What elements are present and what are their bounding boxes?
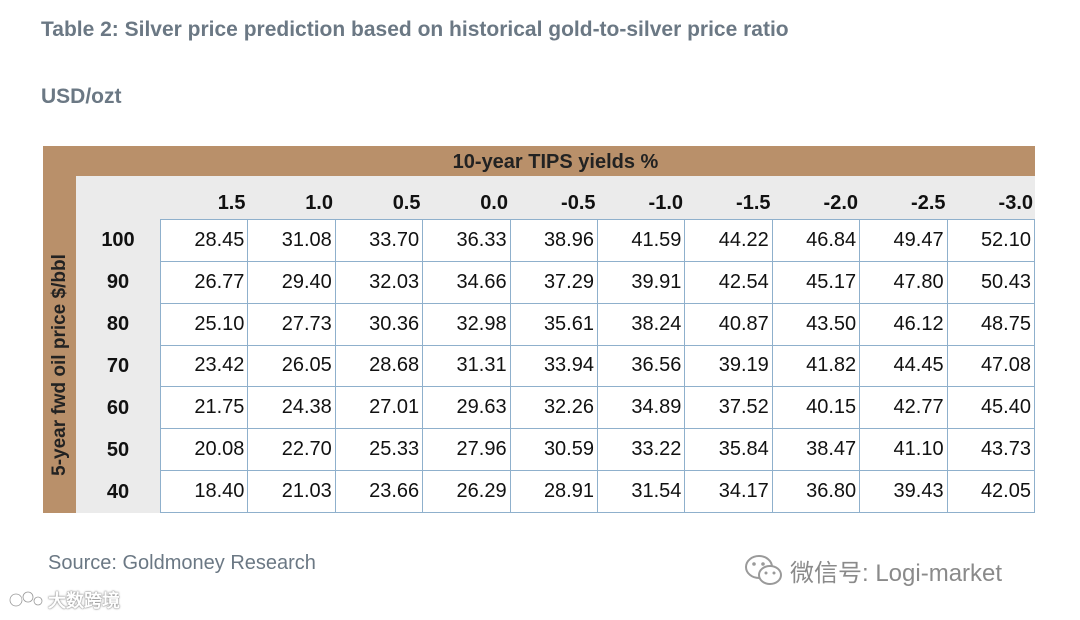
- table-cell: 34.89: [598, 387, 686, 430]
- table-cell: 25.33: [335, 429, 424, 472]
- row-header: 40: [106, 481, 130, 503]
- table-cell: 33.22: [598, 429, 686, 472]
- table-cell: 32.03: [335, 261, 424, 304]
- table-cell: 28.45: [161, 220, 249, 262]
- row-header: 90: [106, 271, 130, 293]
- table-cell: 18.40: [161, 471, 249, 513]
- table-cell: 25.10: [161, 303, 249, 346]
- brand-logo-icon: [8, 590, 44, 608]
- column-header: -0.5: [561, 192, 596, 214]
- table-cell: 39.43: [860, 471, 948, 513]
- table-cell: 30.36: [335, 303, 424, 346]
- table-cell: 29.40: [248, 261, 336, 304]
- table-cell: 48.75: [947, 303, 1035, 346]
- table-cell: 52.10: [947, 220, 1035, 262]
- table-cell: 38.96: [510, 220, 598, 262]
- table-cell: 31.08: [248, 220, 336, 262]
- table-cell: 40.15: [772, 387, 861, 430]
- column-header: 1.5: [217, 192, 246, 214]
- table-cell: 33.70: [335, 220, 424, 262]
- table-cell: 44.22: [685, 220, 773, 262]
- wechat-text: 微信号: Logi-market: [790, 560, 1003, 587]
- table-cell: 28.91: [510, 471, 598, 513]
- column-axis-label: 10-year TIPS yields %: [452, 151, 659, 173]
- table-cell: 33.94: [510, 345, 598, 388]
- brand-watermark: 大数跨境: [8, 587, 120, 613]
- table-cell: 43.50: [772, 303, 861, 346]
- column-header: 0.0: [480, 192, 508, 214]
- table-cell: 41.82: [772, 345, 861, 388]
- table-cell: 45.40: [947, 387, 1035, 430]
- data-grid: 28.45 31.08 33.70 36.33 38.96 41.59 44.22 46.84…: [160, 219, 1035, 513]
- table-cell: 39.91: [598, 261, 686, 304]
- table-cell: 49.47: [860, 220, 948, 262]
- table-cell: 20.08: [161, 429, 249, 472]
- table-cell: 21.03: [248, 471, 336, 513]
- row-header: 70: [106, 355, 130, 377]
- table-cell: 42.05: [947, 471, 1035, 513]
- table-cell: 38.47: [772, 429, 861, 472]
- wechat-icon: [745, 554, 782, 585]
- table-cell: 46.12: [860, 303, 948, 346]
- table-cell: 26.77: [161, 261, 249, 304]
- table-cell: 35.61: [510, 303, 598, 346]
- table-cell: 34.17: [685, 471, 773, 513]
- table-cell: 23.66: [335, 471, 424, 513]
- table-cell: 47.80: [860, 261, 948, 304]
- column-header: -1.0: [648, 192, 683, 214]
- row-header: 100: [101, 229, 135, 251]
- column-header: 1.0: [305, 192, 333, 214]
- row-header: 60: [106, 397, 130, 419]
- table-cell: 35.84: [685, 429, 773, 472]
- unit-label: USD/ozt: [41, 85, 122, 108]
- table-cell: 36.33: [423, 220, 511, 262]
- table-cell: 40.87: [685, 303, 773, 346]
- row-header: 50: [106, 439, 130, 461]
- table-cell: 47.08: [947, 345, 1035, 388]
- table-cell: 31.31: [423, 345, 511, 388]
- table-cell: 31.54: [598, 471, 686, 513]
- table-cell: 29.63: [423, 387, 511, 430]
- table-cell: 26.05: [248, 345, 336, 388]
- row-axis-label: 5-year fwd oil price $/bbl: [49, 254, 70, 476]
- table-cell: 27.01: [335, 387, 424, 430]
- table-cell: 37.52: [685, 387, 773, 430]
- table-cell: 22.70: [248, 429, 336, 472]
- table-cell: 36.56: [598, 345, 686, 388]
- table-cell: 42.77: [860, 387, 948, 430]
- table-cell: 36.80: [772, 471, 861, 513]
- table-cell: 38.24: [598, 303, 686, 346]
- table-cell: 41.10: [860, 429, 948, 472]
- column-header: -2.5: [911, 192, 946, 214]
- column-header: -1.5: [736, 192, 771, 214]
- table-cell: 42.54: [685, 261, 773, 304]
- table-cell: 27.96: [423, 429, 511, 472]
- table-cell: 27.73: [248, 303, 336, 346]
- table-cell: 37.29: [510, 261, 598, 304]
- source-note: Source: Goldmoney Research: [48, 552, 316, 574]
- table-cell: 32.26: [510, 387, 598, 430]
- table-cell: 44.45: [860, 345, 948, 388]
- table-cell: 28.68: [335, 345, 424, 388]
- table-cell: 41.59: [598, 220, 686, 262]
- table-cell: 46.84: [772, 220, 861, 262]
- table-cell: 45.17: [772, 261, 861, 304]
- brand-text: 大数跨境: [48, 591, 120, 611]
- page-title: Table 2: Silver price prediction based o…: [41, 18, 789, 41]
- table-cell: 30.59: [510, 429, 598, 472]
- column-header: -2.0: [823, 192, 858, 214]
- table-cell: 26.29: [423, 471, 511, 513]
- column-header: -3.0: [998, 192, 1033, 214]
- row-header: 80: [106, 313, 130, 335]
- table-cell: 50.43: [947, 261, 1035, 304]
- table-cell: 43.73: [947, 429, 1035, 472]
- table-cell: 34.66: [423, 261, 511, 304]
- wechat-watermark: 微信号: Logi-market: [744, 553, 1002, 588]
- table-cell: 24.38: [248, 387, 336, 430]
- table-cell: 32.98: [423, 303, 511, 346]
- table-cell: 23.42: [161, 345, 249, 388]
- column-header: 0.5: [392, 192, 421, 214]
- table-cell: 21.75: [161, 387, 249, 430]
- table-cell: 39.19: [685, 345, 773, 388]
